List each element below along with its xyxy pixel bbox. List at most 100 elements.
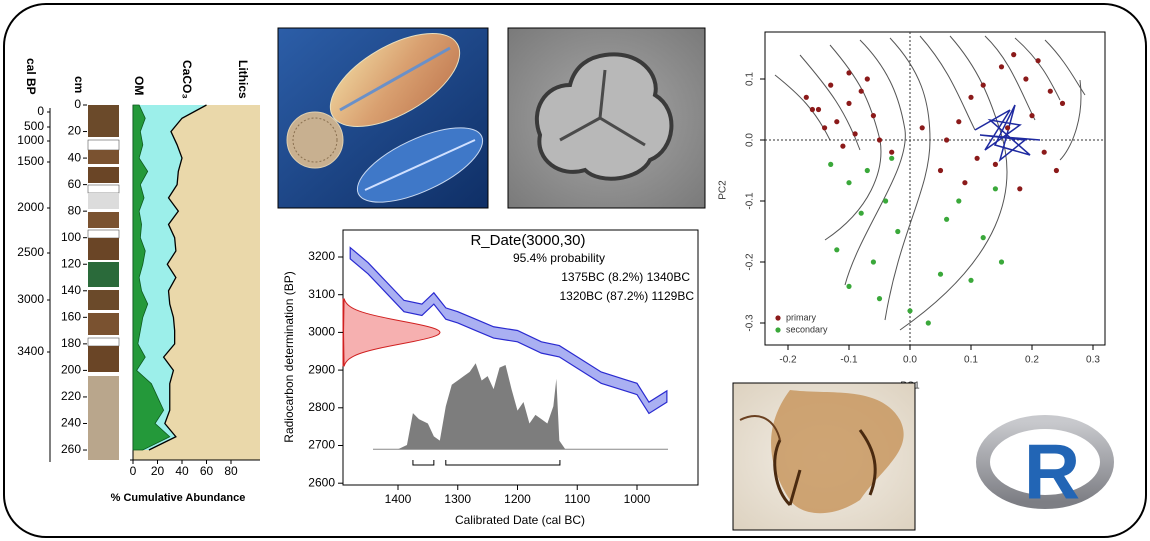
- abundance-tick-label: 20: [151, 464, 165, 478]
- plot-title: R_Date(3000,30): [470, 232, 585, 249]
- point: [804, 95, 809, 100]
- age-tick-label: 3400: [17, 344, 44, 358]
- y-axis-label: Radiocarbon determination (BP): [282, 271, 296, 442]
- point: [981, 235, 986, 240]
- point: [1011, 52, 1016, 57]
- legend-label: secondary: [786, 324, 828, 334]
- point: [1017, 186, 1022, 191]
- age-tick-label: 3000: [17, 292, 44, 306]
- y-tick-label: 0.1: [745, 72, 756, 86]
- x-tick-label: 0.1: [964, 355, 978, 366]
- point: [859, 89, 864, 94]
- legend-label: primary: [786, 312, 817, 322]
- point: [968, 95, 973, 100]
- point: [846, 101, 851, 106]
- x-tick-label: 1400: [385, 492, 412, 506]
- point: [877, 137, 882, 142]
- age-tick-label: 0: [37, 104, 44, 118]
- depth-tick-label: 40: [68, 150, 82, 164]
- point: [846, 284, 851, 289]
- point: [993, 186, 998, 191]
- point: [944, 217, 949, 222]
- point: [956, 119, 961, 124]
- depth-tick-label: 80: [68, 203, 82, 217]
- chironomid-photo: [733, 383, 915, 530]
- point: [828, 83, 833, 88]
- point: [1036, 58, 1041, 63]
- depth-tick-label: 200: [61, 363, 81, 377]
- y-tick-label: 3000: [308, 325, 335, 339]
- legend-swatch: [775, 327, 780, 332]
- point: [816, 107, 821, 112]
- y-tick-label: 0.0: [745, 133, 756, 147]
- point: [1042, 150, 1047, 155]
- abundance-axis-label: % Cumulative Abundance: [111, 492, 246, 504]
- point: [938, 272, 943, 277]
- age-axis-label: cal BP: [24, 58, 38, 95]
- point: [1048, 89, 1053, 94]
- depth-tick-label: 100: [61, 230, 81, 244]
- x-tick-label: 1000: [624, 492, 651, 506]
- point: [865, 76, 870, 81]
- depth-tick-label: 160: [61, 309, 81, 323]
- y-tick-label: 2700: [308, 438, 335, 452]
- x-tick-label: -0.1: [840, 355, 858, 366]
- point: [889, 150, 894, 155]
- point: [822, 125, 827, 130]
- abundance-tick-label: 60: [200, 464, 214, 478]
- depth-tick-label: 240: [61, 416, 81, 430]
- point: [877, 296, 882, 301]
- range-1-label: 1375BC (8.2%) 1340BC: [561, 270, 690, 284]
- point: [895, 229, 900, 234]
- point: [853, 131, 858, 136]
- x-tick-label: -0.2: [779, 355, 797, 366]
- range-2-label: 1320BC (87.2%) 1129BC: [559, 289, 694, 303]
- y-tick-label: 2600: [308, 475, 335, 489]
- depth-tick-label: 20: [68, 124, 82, 138]
- y-tick-label: -0.1: [745, 192, 756, 210]
- diatom-photo: [278, 15, 493, 218]
- point: [968, 278, 973, 283]
- point: [828, 162, 833, 167]
- core-diagram: 0500100015002000250030003400020406080100…: [17, 58, 260, 504]
- plot-frame: [765, 32, 1105, 345]
- depth-tick-label: 180: [61, 336, 81, 350]
- point: [993, 162, 998, 167]
- x-tick-label: 1100: [564, 492, 590, 506]
- x-tick-label: 0.0: [903, 355, 917, 366]
- point: [956, 198, 961, 203]
- y-tick-label: 3200: [308, 249, 335, 263]
- point: [975, 156, 980, 161]
- point: [920, 125, 925, 130]
- x-tick-label: 1200: [504, 492, 531, 506]
- caco3-label: CaCO₃: [180, 60, 194, 99]
- y-tick-label: -0.2: [745, 253, 756, 271]
- point: [846, 70, 851, 75]
- probability-label: 95.4% probability: [513, 251, 605, 265]
- lithics-label: Lithics: [236, 60, 250, 99]
- pca-plot: -0.2-0.10.00.10.20.30.10.0-0.1-0.2-0.3pr…: [718, 32, 1105, 392]
- point: [1060, 101, 1065, 106]
- point: [846, 180, 851, 185]
- point: [883, 198, 888, 203]
- point: [871, 113, 876, 118]
- abundance-tick-label: 40: [175, 464, 189, 478]
- logo-letter: R: [1024, 428, 1080, 516]
- core-column: [88, 105, 119, 460]
- depth-tick-label: 220: [61, 389, 81, 403]
- depth-tick-label: 60: [68, 177, 82, 191]
- y-tick-label: 3100: [308, 287, 335, 301]
- collage: 0500100015002000250030003400020406080100…: [0, 0, 1150, 541]
- pollen-photo: [508, 28, 705, 208]
- point: [834, 247, 839, 252]
- point: [859, 211, 864, 216]
- abundance-tick-label: 0: [130, 464, 137, 478]
- depth-tick-label: 260: [61, 442, 81, 456]
- depth-tick-label: 120: [61, 256, 81, 270]
- age-tick-label: 2500: [17, 245, 44, 259]
- point: [834, 119, 839, 124]
- y-tick-label: 2900: [308, 362, 335, 376]
- point: [1029, 113, 1034, 118]
- age-tick-label: 1000: [17, 133, 44, 147]
